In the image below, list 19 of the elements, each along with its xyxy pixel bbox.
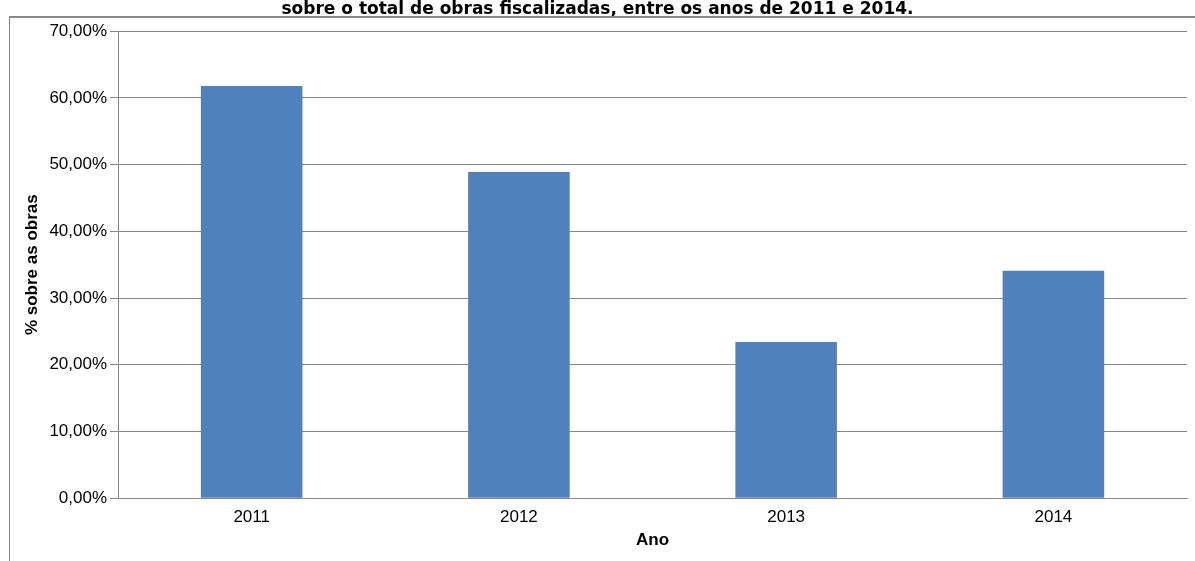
y-tick-label: 10,00%	[49, 421, 108, 441]
bar	[200, 85, 303, 498]
y-tick-label: 60,00%	[49, 87, 108, 107]
x-tick-label: 2013	[767, 507, 806, 527]
x-axis-title: Ano	[636, 530, 670, 550]
y-tick-label: 30,00%	[49, 287, 108, 307]
x-tick-label: 2011	[233, 507, 270, 527]
bar	[1002, 270, 1105, 498]
y-tick-label: 50,00%	[49, 154, 108, 174]
bar	[735, 342, 837, 498]
x-tick-label: 2012	[500, 507, 538, 527]
y-tick-label: 0,00%	[58, 487, 108, 507]
y-tick-label: 20,00%	[49, 354, 108, 374]
bar	[468, 171, 570, 498]
chart-title: sobre o total de obras fiscalizadas, entre os anos de 2011 e 2014.	[280, 0, 915, 18]
y-axis-title: % sobre as obras	[21, 194, 41, 336]
y-tick-label: 40,00%	[49, 221, 108, 241]
y-tick-label: 70,00%	[49, 20, 108, 40]
x-tick-label: 2014	[1034, 507, 1073, 527]
